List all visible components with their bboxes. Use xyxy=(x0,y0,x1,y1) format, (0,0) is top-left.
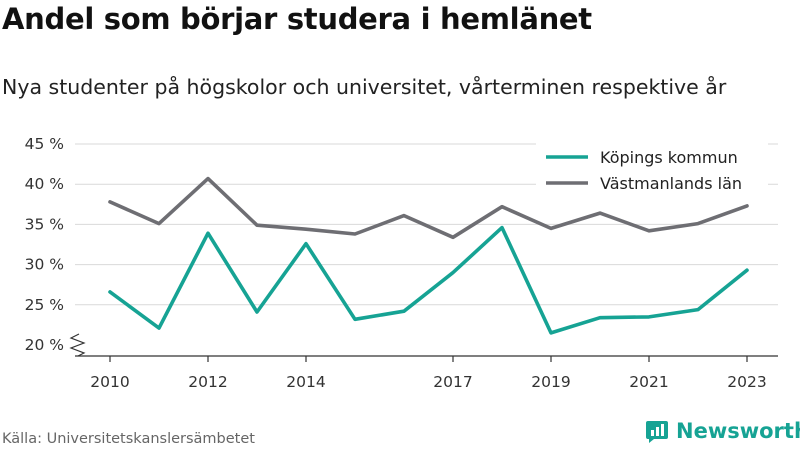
legend-label: Västmanlands län xyxy=(600,174,742,193)
source-note: Källa: Universitetskanslersämbetet xyxy=(2,431,255,447)
x-tick-label: 2019 xyxy=(531,373,570,391)
y-tick-label: 20 % xyxy=(25,336,64,354)
x-tick-label: 2023 xyxy=(727,373,766,391)
x-tick-label: 2021 xyxy=(629,373,668,391)
y-axis-tick-labels: 20 % 25 % 30 % 35 % 40 % 45 % xyxy=(25,135,64,354)
legend-label: Köpings kommun xyxy=(600,148,738,167)
series-lines xyxy=(108,176,749,335)
series-line-2 xyxy=(108,176,749,240)
legend-background xyxy=(536,140,768,198)
chart-title: Andel som börjar studera i hemlänet xyxy=(2,2,592,36)
legend: Köpings kommun Västmanlands län xyxy=(536,140,768,198)
y-tick-label: 45 % xyxy=(25,135,64,153)
brand-logo: Newsworthy xyxy=(644,418,800,444)
x-tick-label: 2017 xyxy=(433,373,472,391)
y-tick-label: 35 % xyxy=(25,215,64,233)
y-tick-label: 40 % xyxy=(25,175,64,193)
series-line-1 xyxy=(108,225,749,335)
x-tick-label: 2014 xyxy=(286,373,325,391)
axis-break-icon xyxy=(69,333,86,357)
brand-name: Newsworthy xyxy=(676,419,800,443)
x-tick-label: 2010 xyxy=(90,373,129,391)
y-tick-label: 25 % xyxy=(25,296,64,314)
newsworthy-logo-icon xyxy=(646,421,668,443)
x-tick-label: 2012 xyxy=(188,373,227,391)
chart-subtitle: Nya studenter på högskolor och universit… xyxy=(2,75,727,99)
y-tick-label: 30 % xyxy=(25,256,64,274)
x-axis: 2010 2012 2014 2017 2019 2021 2023 xyxy=(69,333,778,391)
line-chart: 20 %25 %30 %35 %40 %45 % 2010 2012 2014 201… xyxy=(25,135,778,391)
